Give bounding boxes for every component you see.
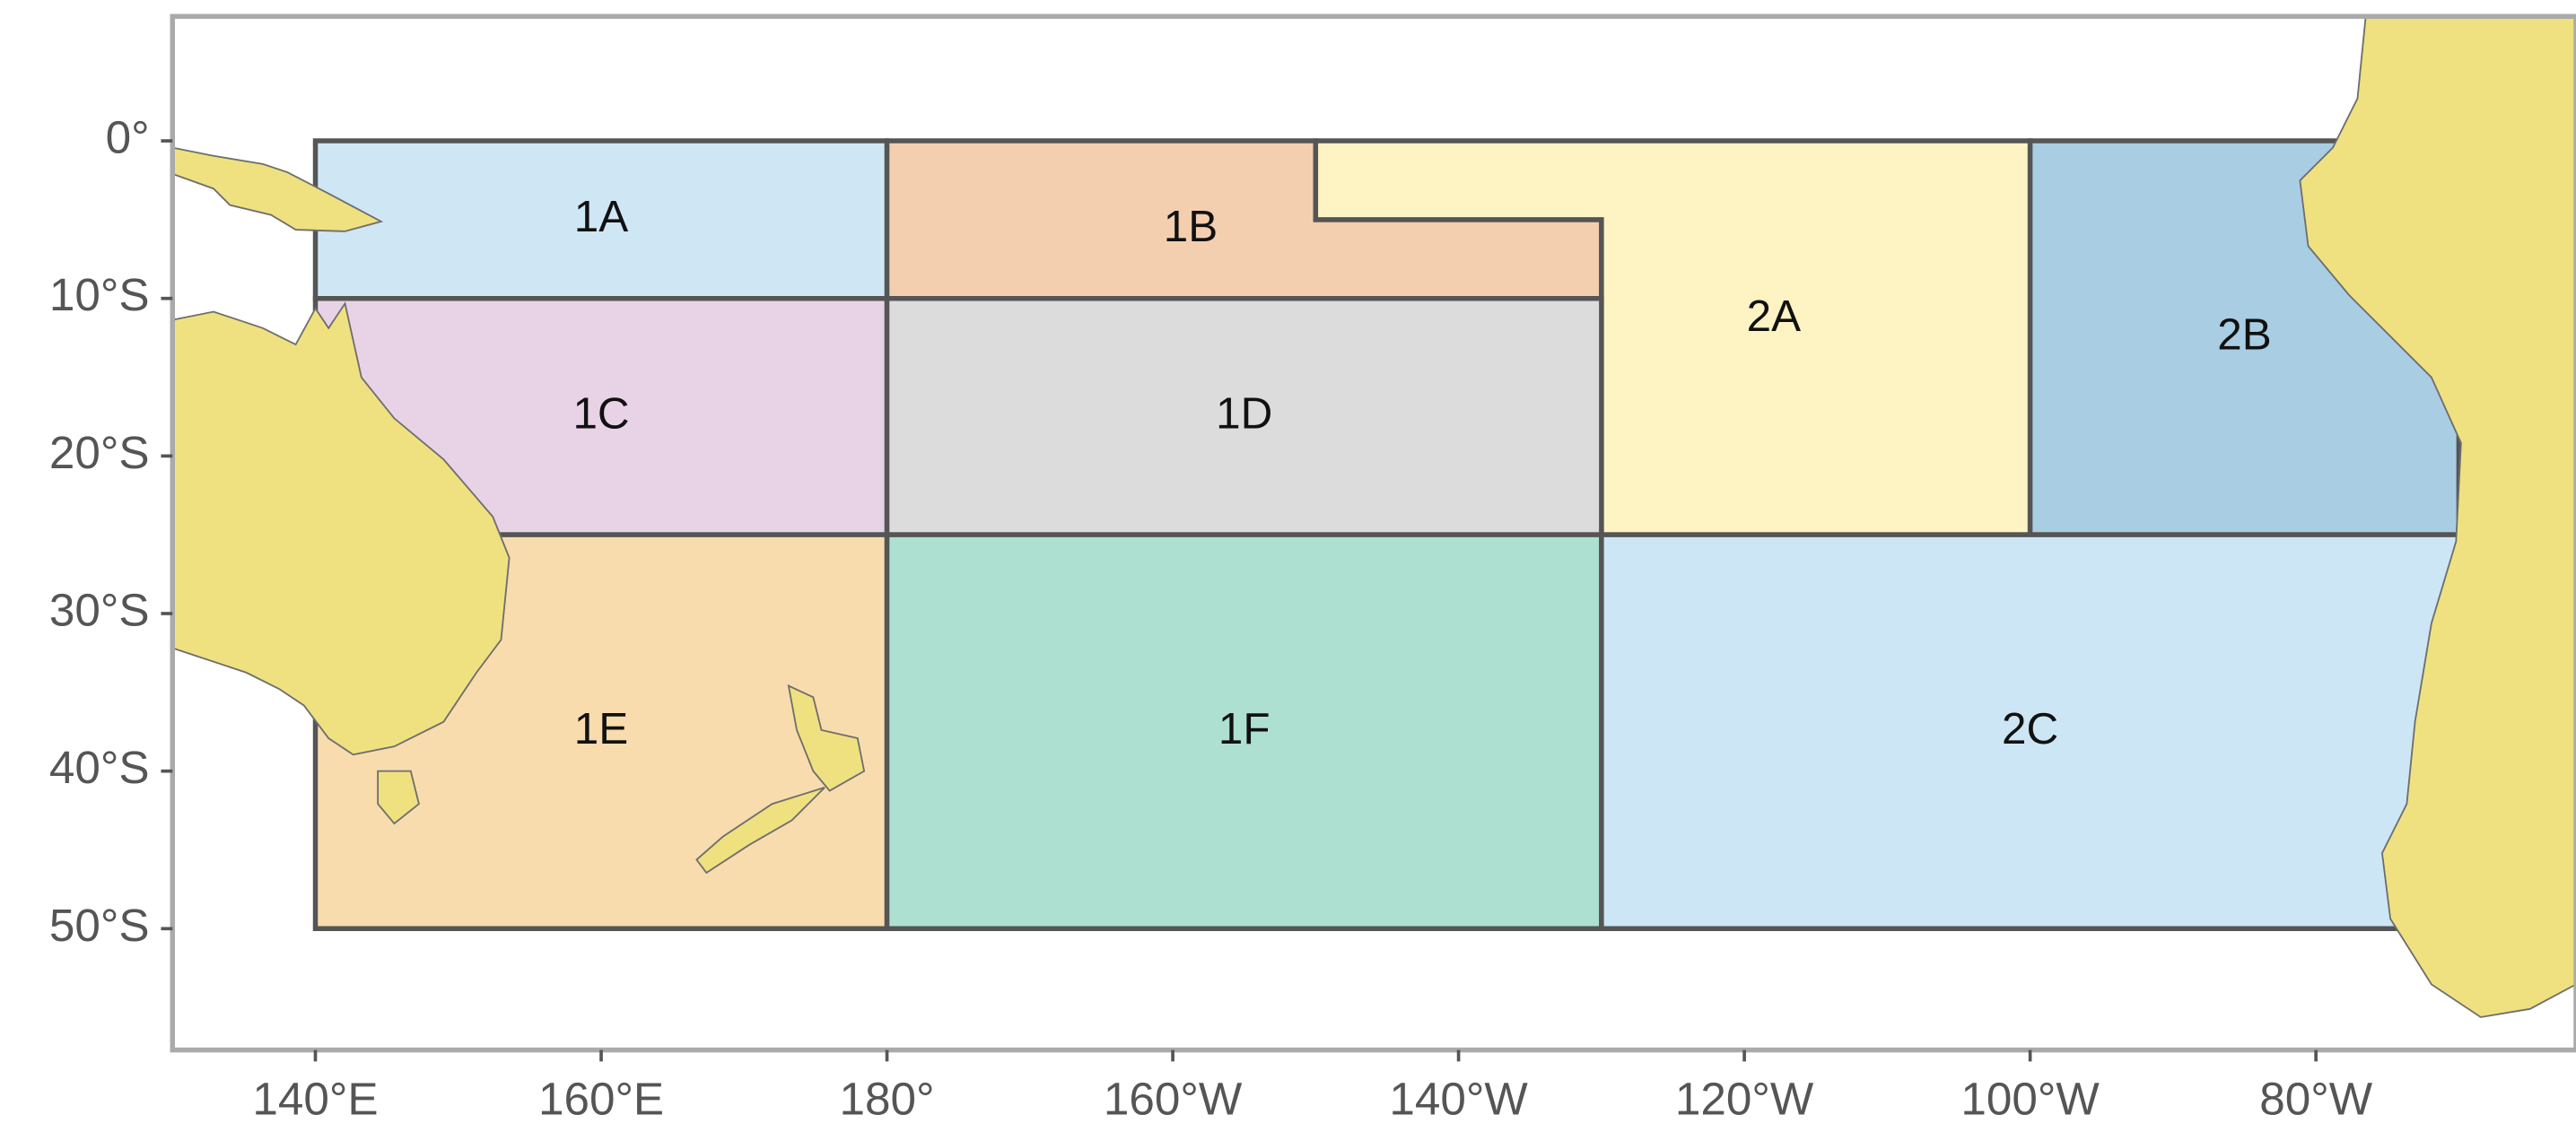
y-tick-label: 10°S [49,269,150,320]
y-tick-label: 0° [106,112,150,163]
region-label: 1F [1218,704,1271,753]
region-label: 2C [2002,704,2058,753]
region-label: 1B [1164,202,1218,251]
new-zealand-north [787,684,866,792]
x-tick-label: 120°W [1675,1074,1814,1125]
region-labels: 1A 1B 2A 2B 1C 1D 1E 1F 2C [572,192,2271,753]
new-zealand-south [695,787,825,875]
y-tick-label: 40°S [49,742,150,793]
region-label: 1D [1216,389,1272,439]
region-label: 2B [2217,310,2271,360]
x-tick-label: 180° [840,1074,935,1125]
region-label: 1A [574,192,629,241]
region-label: 1E [574,704,628,753]
x-tick-label: 140°W [1389,1074,1528,1125]
panel-border [170,13,2576,1053]
x-tick-label: 160°W [1104,1074,1243,1125]
region-label: 1C [572,389,629,439]
x-tick-label: 160°E [538,1074,664,1125]
new-guinea [171,146,384,232]
regions [312,138,2462,932]
x-tick-label: 80°W [2259,1074,2373,1125]
tasmania [377,770,420,825]
south-america [2299,15,2576,1018]
y-tick-label: 20°S [49,427,150,478]
axes: 140°E 160°E 180° 160°W 140°W 120°W 100°W 80°W 0°… [49,112,2373,1125]
x-tick-label: 140°E [252,1074,378,1125]
region-label: 2A [1747,292,1802,341]
x-tick-label: 100°W [1960,1074,2100,1125]
y-tick-label: 50°S [49,900,150,951]
land [171,15,2576,1018]
y-tick-label: 30°S [49,585,150,636]
australia [171,301,511,756]
